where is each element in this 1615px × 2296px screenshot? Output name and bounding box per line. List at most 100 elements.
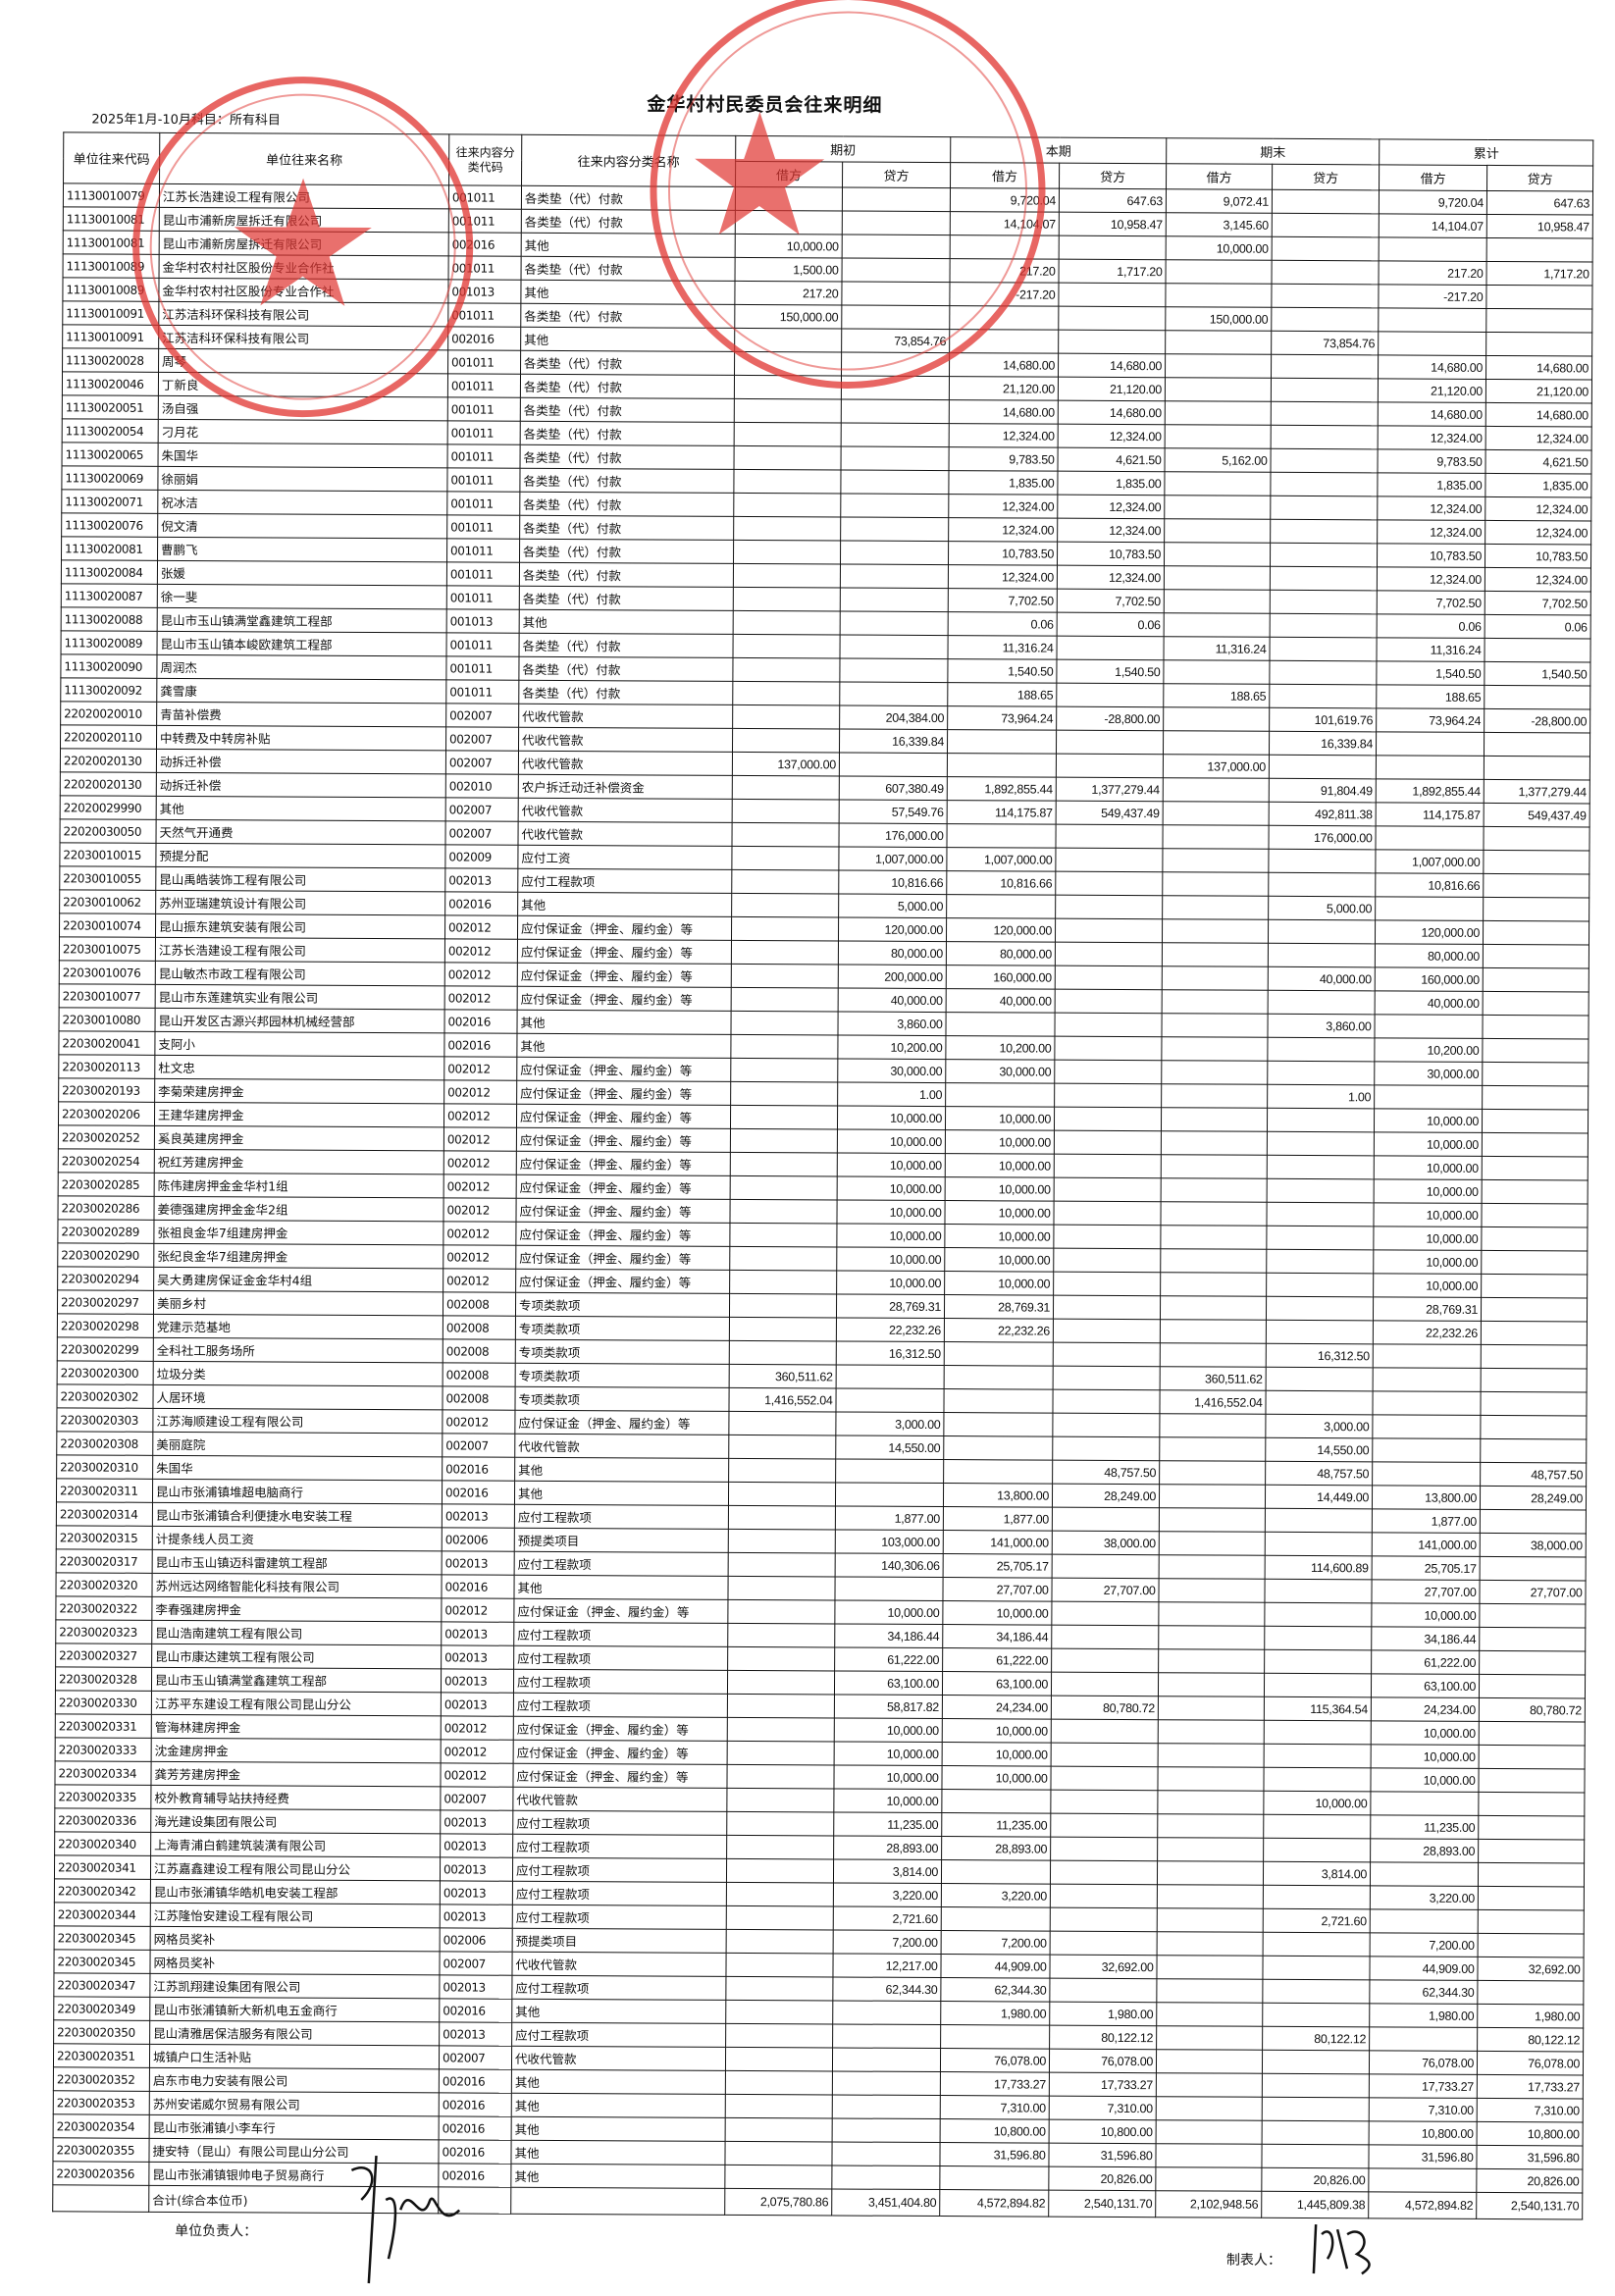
cell-code: 11130020089 (61, 630, 158, 655)
cell-name: 陈伟建房押金金华村1组 (154, 1173, 444, 1198)
cell-class-code: 001011 (448, 208, 522, 234)
cell-closing-debit (1162, 965, 1269, 991)
cell-class-code: 002012 (441, 1739, 514, 1764)
cell-opening-debit (726, 1929, 834, 1954)
cell-opening-debit (734, 422, 842, 446)
cell-closing-credit (1264, 1720, 1372, 1745)
cell-current-credit (1055, 989, 1163, 1014)
cell-cumulative-debit: 1,877.00 (1372, 1508, 1481, 1534)
cell-opening-credit: 3,814.00 (833, 1858, 942, 1884)
cell-cumulative-debit: 7,310.00 (1369, 2097, 1478, 2122)
cell-code: 11130020069 (61, 465, 159, 491)
cell-current-debit: 24,234.00 (942, 1695, 1052, 1720)
cell-cumulative-credit (1485, 332, 1592, 357)
cell-current-debit: 25,705.17 (943, 1553, 1053, 1579)
cell-code: 22030020335 (54, 1784, 151, 1809)
cell-current-credit (1052, 1389, 1161, 1414)
cell-name: 周琴 (158, 348, 448, 374)
cell-closing-credit (1263, 1814, 1371, 1839)
cell-current-debit (939, 2166, 1049, 2191)
cell-name: 张祖良金华7组建房押金 (153, 1220, 443, 1245)
cell-class-code: 002012 (443, 1150, 517, 1175)
cell-current-debit: 12,324.00 (948, 517, 1058, 543)
cell-current-credit (1050, 1766, 1159, 1791)
cell-class-name: 应付保证金（押金、履约金）等 (513, 1598, 728, 1624)
cell-current-debit (943, 1388, 1054, 1414)
cell-current-credit (1055, 918, 1163, 943)
cell-class-code: 001011 (447, 444, 521, 469)
cell-name: 中转费及中转房补贴 (156, 725, 446, 751)
cell-closing-credit (1269, 660, 1378, 685)
total-current-credit: 2,540,131.70 (1048, 2190, 1156, 2218)
cell-current-debit: 120,000.00 (946, 917, 1056, 943)
cell-name: 曹鹏飞 (157, 537, 447, 562)
cell-current-credit: 12,324.00 (1057, 495, 1165, 519)
cell-closing-debit: 150,000.00 (1165, 306, 1272, 332)
cell-code: 22030020298 (57, 1313, 154, 1338)
cell-closing-credit (1262, 2120, 1370, 2145)
cell-opening-debit (729, 1199, 838, 1224)
cell-class-name: 各类垫（代）付款 (520, 397, 735, 423)
cell-cumulative-debit (1375, 896, 1484, 921)
cell-closing-credit (1272, 260, 1380, 285)
cell-opening-debit (724, 2165, 832, 2189)
cell-cumulative-debit: 12,324.00 (1377, 519, 1485, 545)
cell-class-code: 002012 (443, 1056, 517, 1081)
cell-closing-credit: 40,000.00 (1268, 966, 1376, 991)
cell-class-code: 002007 (445, 726, 519, 752)
cell-opening-debit (725, 1976, 833, 2001)
cell-name: 江苏嘉鑫建设工程有限公司昆山分公 (150, 1855, 441, 1881)
cell-code: 22020029990 (60, 795, 157, 820)
cell-cumulative-credit (1479, 1627, 1586, 1651)
cell-opening-debit (727, 1741, 835, 1765)
cell-current-debit: 1,980.00 (940, 2001, 1050, 2026)
cell-code: 22030020252 (58, 1124, 155, 1150)
cell-current-debit (943, 1459, 1053, 1485)
cell-cumulative-debit (1378, 331, 1486, 356)
cell-class-code: 002012 (444, 938, 518, 964)
cell-class-name: 代收代管款 (511, 2046, 726, 2071)
cell-current-debit: 9,783.50 (949, 446, 1059, 472)
cell-current-credit: 28,249.00 (1052, 1484, 1160, 1508)
cell-closing-debit (1162, 871, 1269, 897)
cell-cumulative-credit: 647.63 (1486, 190, 1593, 216)
cell-cumulative-credit: 27,707.00 (1480, 1580, 1587, 1604)
cell-class-code: 002007 (442, 1433, 515, 1458)
cell-cumulative-debit (1379, 236, 1487, 262)
cell-class-name: 应付保证金（押金、履约金）等 (516, 1151, 731, 1176)
cell-closing-debit (1155, 2143, 1263, 2168)
cell-closing-debit (1162, 989, 1269, 1015)
cell-opening-debit (731, 869, 839, 894)
cell-code: 22030020356 (52, 2161, 149, 2186)
cell-code: 22030010077 (59, 983, 156, 1009)
cell-current-credit (1054, 1083, 1162, 1108)
cell-cumulative-credit (1480, 1438, 1587, 1463)
cell-cumulative-debit: 3,220.00 (1370, 1885, 1479, 1910)
cell-closing-credit: 91,804.49 (1269, 778, 1377, 803)
cell-cumulative-credit: 31,596.80 (1476, 2145, 1584, 2169)
cell-class-code: 002006 (440, 1927, 513, 1953)
cell-class-name: 预提类项目 (512, 1928, 727, 1954)
cell-current-debit: 22,232.26 (944, 1318, 1054, 1343)
cell-opening-debit: 137,000.00 (732, 752, 840, 776)
cell-class-code: 002013 (440, 1904, 513, 1929)
cell-closing-debit (1156, 2002, 1263, 2027)
cell-opening-credit: 28,893.00 (833, 1835, 942, 1860)
cell-closing-debit (1158, 1672, 1265, 1697)
cell-name: 昆山市浦新房屋拆迁有限公司 (159, 231, 449, 256)
cell-closing-debit (1157, 1931, 1264, 1957)
cell-cumulative-debit: 80,000.00 (1375, 943, 1484, 968)
cell-class-name: 其他 (514, 1481, 729, 1506)
cell-cumulative-credit: 12,324.00 (1485, 426, 1592, 450)
cell-name: 昆山市张浦镇小李车行 (149, 2114, 440, 2140)
cell-opening-debit (727, 1623, 835, 1647)
cell-closing-debit: 360,511.62 (1160, 1366, 1267, 1391)
cell-opening-credit: 140,306.06 (835, 1552, 944, 1578)
cell-current-debit: 40,000.00 (946, 988, 1056, 1014)
cell-current-debit: 11,235.00 (941, 1812, 1051, 1838)
cell-class-name: 各类垫（代）付款 (521, 185, 736, 211)
cell-cumulative-debit (1376, 755, 1485, 780)
cell-current-debit (949, 305, 1059, 331)
cell-code: 22030020347 (53, 1972, 150, 1998)
cell-cumulative-debit: 28,893.00 (1370, 1838, 1479, 1863)
